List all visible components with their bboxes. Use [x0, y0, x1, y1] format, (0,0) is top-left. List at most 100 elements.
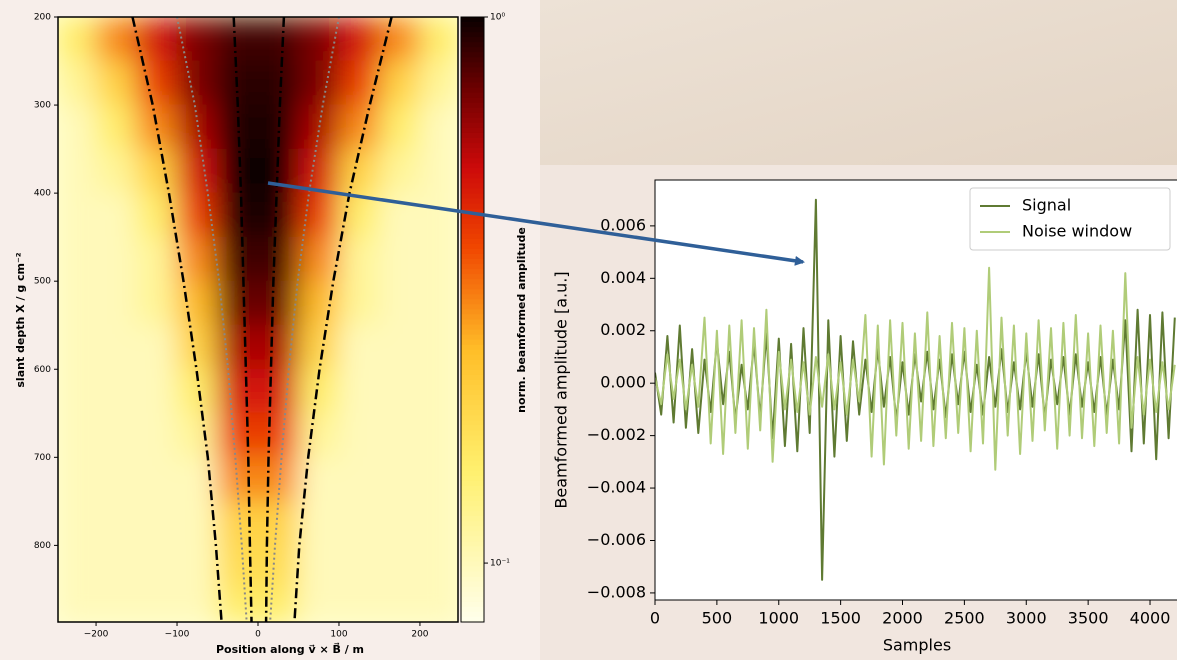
heatmap-cells — [58, 17, 458, 622]
heat-cell — [58, 236, 97, 282]
heat-cell — [338, 544, 380, 590]
heat-cell — [338, 324, 380, 370]
colorbar-segment — [461, 576, 484, 583]
colorbar-segment — [461, 42, 484, 48]
heat-cell — [136, 588, 178, 622]
heat-cell — [338, 456, 380, 502]
colorbar-segment — [461, 460, 484, 467]
colorbar-segment — [461, 541, 484, 547]
colorbar-segment — [461, 586, 484, 593]
heat-cell — [217, 544, 259, 590]
colorbar-segment — [461, 112, 484, 119]
colorbar-segment — [461, 259, 484, 265]
colorbar-segment — [461, 279, 484, 285]
heat-cell — [136, 236, 178, 282]
heat-cell — [297, 588, 340, 622]
colorbar-segment — [461, 339, 484, 346]
x-tick-label: 200 — [411, 630, 428, 640]
heat-cell — [378, 280, 421, 326]
colorbar-segment — [461, 495, 484, 502]
colorbar-segment — [461, 349, 484, 356]
colorbar-segment — [461, 359, 484, 366]
colorbar-segment — [461, 253, 484, 260]
colorbar-segment — [461, 82, 484, 89]
colorbar-segment — [461, 173, 484, 179]
x-axis-label: Position along v⃗ × B⃗ / m — [216, 642, 364, 656]
colorbar-segment — [461, 616, 484, 623]
heat-cell — [58, 148, 97, 194]
heat-cell — [419, 236, 458, 282]
x-tick-label: 2500 — [944, 609, 985, 628]
colorbar-segment — [461, 344, 484, 351]
heat-cell — [95, 280, 138, 326]
heat-cell — [378, 236, 421, 282]
colorbar-segment — [461, 455, 484, 462]
colorbar-segment — [461, 223, 484, 230]
colorbar-segment — [461, 324, 484, 331]
heat-cell — [217, 324, 259, 370]
colorbar-segment — [461, 591, 484, 598]
heat-cell — [419, 412, 458, 458]
heat-cell — [136, 324, 178, 370]
x-tick-label: 100 — [330, 630, 347, 640]
heat-cell — [297, 148, 340, 194]
colorbar-segment — [461, 556, 484, 563]
heat-cell — [257, 500, 299, 546]
heat-cell — [419, 148, 458, 194]
colorbar-segment — [461, 581, 484, 588]
heat-cell — [378, 588, 421, 622]
heat-cell — [136, 192, 178, 238]
heat-cell — [58, 412, 97, 458]
legend-label: Signal — [1022, 196, 1071, 215]
heat-cell — [297, 60, 340, 106]
series-line — [655, 266, 1176, 471]
heat-cell — [257, 544, 299, 590]
photo-bg — [540, 0, 1177, 165]
colorbar-segment — [461, 516, 484, 522]
heat-cell — [58, 456, 97, 502]
colorbar-segment — [461, 601, 484, 608]
colorbar-segment — [461, 299, 484, 305]
heat-cell — [136, 412, 178, 458]
colorbar-segment — [461, 87, 484, 94]
heat-cell — [297, 280, 340, 326]
heat-cell — [176, 148, 219, 194]
line-frame — [654, 179, 1177, 601]
y-tick-label: 500 — [34, 277, 51, 287]
heat-cell — [217, 17, 259, 62]
line-plot — [655, 198, 1176, 581]
heat-cell — [338, 588, 380, 622]
arrow — [267, 181, 805, 266]
x-tick-label: 3000 — [1006, 609, 1047, 628]
y-tick-label: −0.008 — [587, 582, 646, 601]
colorbar-segment — [461, 531, 484, 537]
colorbar-segment — [461, 132, 484, 139]
colorbar-segment — [461, 57, 484, 63]
colorbar-segment — [461, 435, 484, 442]
colorbar-segment — [461, 410, 484, 416]
y-axis-label: slant depth X / g cm⁻² — [14, 252, 27, 387]
colorbar-segment — [461, 470, 484, 477]
colorbar-segment — [461, 571, 484, 578]
heat-cell — [58, 280, 97, 326]
colorbar-segment — [461, 334, 484, 341]
heat-cell — [378, 104, 421, 150]
x-tick-label: −100 — [165, 630, 190, 640]
colorbar-segment — [461, 143, 484, 149]
x-axis-label: Samples — [883, 636, 951, 655]
y-tick-label: 800 — [34, 541, 51, 551]
heat-cell — [419, 324, 458, 370]
heat-cell — [95, 60, 138, 106]
heat-cell — [419, 17, 458, 62]
y-tick-label: −0.004 — [587, 478, 646, 497]
heat-cell — [58, 17, 97, 62]
colorbar-segment — [461, 289, 484, 295]
heat-cell — [257, 588, 299, 622]
x-tick-label: −200 — [84, 630, 109, 640]
colorbar-segment — [461, 546, 484, 553]
heat-cell — [217, 148, 259, 194]
heat-cell — [217, 412, 259, 458]
colorbar-segment — [461, 218, 484, 225]
curve — [264, 17, 286, 622]
